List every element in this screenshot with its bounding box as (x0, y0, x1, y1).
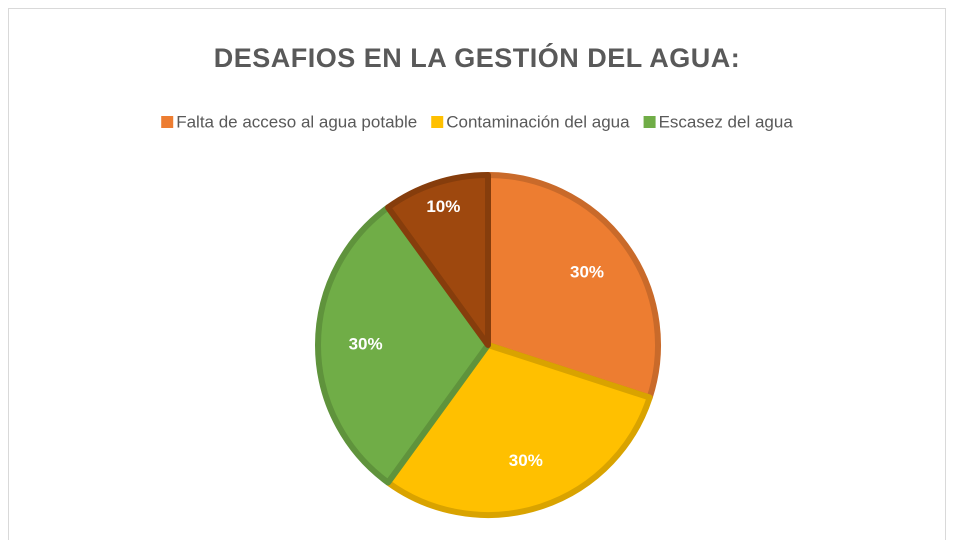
data-label: 10% (426, 197, 460, 216)
data-label: 30% (349, 334, 383, 353)
data-label: 30% (509, 451, 543, 470)
pie-slice (385, 172, 491, 348)
legend-label: Falta de acceso al agua potable (176, 112, 417, 131)
pie-slice (315, 204, 491, 486)
pie-slice (485, 172, 661, 401)
data-label: 30% (570, 263, 604, 282)
pie-slice (385, 342, 653, 518)
legend-label: Escasez del agua (659, 112, 794, 131)
legend-label: Contaminación del agua (446, 112, 630, 131)
legend-swatch (643, 116, 656, 128)
legend-swatch (161, 116, 174, 128)
legend-swatch (431, 116, 444, 128)
chart-title: DESAFIOS EN LA GESTIÓN DEL AGUA: (214, 42, 741, 73)
